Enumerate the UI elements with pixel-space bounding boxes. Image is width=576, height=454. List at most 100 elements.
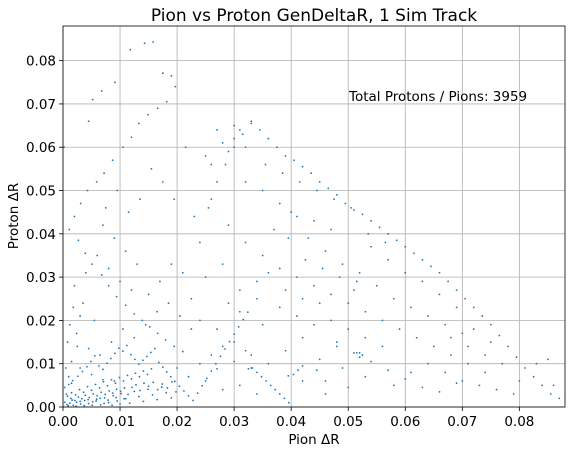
data-point: [358, 351, 361, 354]
data-point: [199, 362, 201, 365]
data-point: [114, 352, 116, 355]
data-point: [95, 398, 98, 401]
data-point: [90, 360, 92, 363]
data-point: [107, 267, 110, 270]
data-point: [149, 351, 152, 354]
data-point: [118, 347, 120, 350]
data-point: [110, 378, 113, 381]
data-point: [130, 289, 133, 291]
x-tick-label: 0.02: [162, 414, 192, 430]
plot-frame: [62, 25, 566, 408]
data-point: [301, 336, 304, 339]
data-point: [107, 284, 110, 287]
data-point: [93, 319, 96, 322]
data-point: [512, 393, 515, 395]
y-tick-label: 0.07: [26, 97, 56, 113]
data-point: [79, 315, 82, 317]
data-point: [73, 215, 76, 218]
data-point: [364, 336, 367, 339]
data-point: [398, 328, 401, 330]
data-point: [387, 258, 390, 261]
data-point: [120, 392, 123, 395]
data-point: [133, 336, 136, 339]
data-point: [283, 397, 286, 400]
data-point: [102, 378, 104, 381]
data-point: [79, 202, 82, 205]
data-point: [324, 393, 327, 395]
data-point: [170, 74, 173, 77]
data-point: [313, 284, 315, 287]
data-point: [108, 390, 111, 392]
data-point: [66, 395, 69, 398]
data-point: [310, 172, 313, 175]
data-point: [169, 375, 172, 378]
data-point: [115, 388, 118, 391]
data-point: [77, 239, 80, 242]
data-point: [301, 165, 304, 168]
data-point: [70, 360, 73, 363]
data-point: [293, 159, 295, 162]
data-point: [127, 211, 130, 214]
data-point: [347, 302, 350, 304]
data-point: [461, 332, 464, 335]
data-point: [98, 364, 100, 367]
data-point: [250, 354, 253, 356]
data-point: [111, 392, 114, 395]
data-point: [256, 280, 258, 283]
data-point: [102, 224, 104, 227]
data-point: [307, 237, 310, 240]
data-point: [122, 328, 124, 330]
data-point: [137, 395, 140, 398]
data-point: [142, 400, 145, 403]
data-point: [347, 386, 350, 389]
data-point: [438, 390, 441, 393]
data-point: [489, 341, 492, 343]
data-point: [267, 271, 270, 274]
data-point: [430, 265, 432, 268]
data-point: [207, 206, 210, 209]
data-point: [63, 386, 66, 389]
data-point: [165, 371, 168, 373]
data-point: [122, 380, 125, 382]
data-point: [184, 146, 187, 149]
data-point: [256, 297, 258, 300]
data-point: [137, 122, 140, 125]
data-point: [238, 384, 241, 387]
data-point: [79, 367, 82, 369]
data-point: [199, 319, 201, 322]
data-point: [116, 189, 119, 192]
data-point: [532, 375, 535, 378]
data-point: [444, 371, 447, 374]
data-point: [395, 239, 398, 242]
data-point: [84, 252, 87, 255]
data-point: [355, 280, 358, 283]
data-point: [327, 187, 330, 190]
data-point: [297, 369, 299, 372]
data-point: [156, 388, 159, 391]
data-point: [315, 189, 318, 192]
data-point: [558, 397, 561, 400]
data-point: [115, 295, 118, 298]
data-point: [204, 276, 207, 279]
data-point: [269, 384, 272, 387]
data-point: [292, 373, 295, 376]
data-point: [70, 397, 72, 400]
y-tick-label: 0.00: [26, 400, 56, 416]
data-point: [214, 362, 217, 365]
data-point: [67, 383, 70, 386]
data-point: [256, 393, 258, 395]
data-point: [358, 271, 361, 274]
data-point: [438, 271, 441, 274]
data-point: [161, 180, 164, 183]
data-point: [95, 180, 98, 183]
data-point: [404, 377, 407, 380]
data-point: [242, 318, 245, 321]
data-point: [210, 370, 213, 372]
data-point: [370, 219, 372, 222]
data-point: [250, 120, 253, 123]
y-tick-label: 0.02: [26, 313, 56, 329]
data-point: [87, 120, 90, 123]
data-point: [127, 393, 129, 396]
data-point: [165, 100, 168, 103]
data-point: [75, 332, 78, 335]
